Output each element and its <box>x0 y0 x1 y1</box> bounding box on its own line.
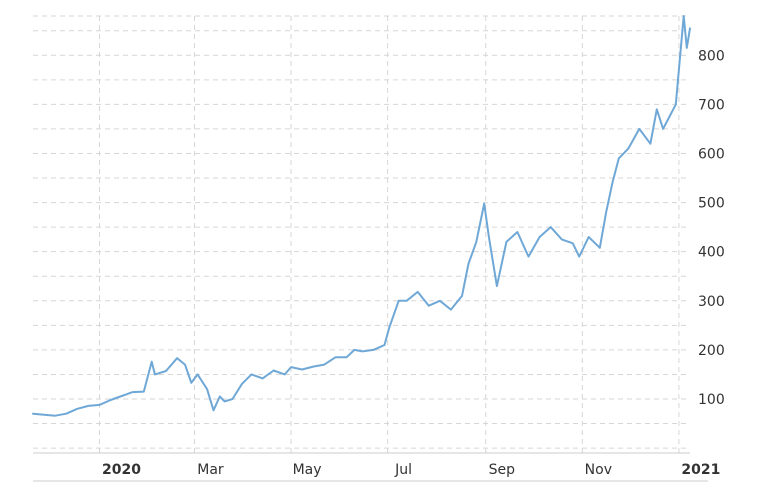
data-point <box>353 349 355 351</box>
y-tick-label: 100 <box>698 392 725 408</box>
data-point <box>439 300 441 302</box>
data-point <box>301 368 303 371</box>
data-point <box>649 143 652 145</box>
data-point <box>32 413 34 415</box>
data-point <box>561 238 563 241</box>
data-point <box>638 128 640 130</box>
data-point <box>323 364 325 366</box>
data-point <box>109 399 112 401</box>
data-point <box>261 377 264 379</box>
x-tick-label: Sep <box>489 462 516 478</box>
data-point <box>132 391 134 393</box>
data-point <box>176 357 178 359</box>
data-point <box>184 364 186 366</box>
data-point <box>190 382 192 384</box>
data-point <box>54 415 56 417</box>
data-point <box>165 370 167 372</box>
data-point <box>206 388 208 390</box>
data-point <box>539 236 541 238</box>
data-point <box>284 373 286 376</box>
data-point <box>383 344 386 346</box>
data-point <box>65 413 67 415</box>
data-point <box>488 236 490 238</box>
data-point <box>605 211 607 214</box>
y-tick-label: 300 <box>698 294 725 310</box>
data-point <box>618 157 620 159</box>
data-point <box>361 350 363 352</box>
data-point <box>516 231 519 233</box>
data-point <box>197 373 199 376</box>
data-point <box>250 373 253 376</box>
x-tick-label: Mar <box>197 462 224 478</box>
data-point <box>686 47 688 49</box>
data-point <box>241 383 243 385</box>
data-point <box>223 400 226 403</box>
data-point <box>675 103 677 105</box>
data-point <box>273 369 275 372</box>
data-point <box>121 395 123 397</box>
data-point <box>312 365 314 368</box>
x-tick-label: Jul <box>394 462 412 478</box>
data-point <box>689 27 691 29</box>
tick-labels: 100 200 300 400 500 600 700 800 2020 Mar May Jul Sep… <box>102 48 725 478</box>
data-point <box>450 309 452 311</box>
data-point <box>572 242 574 244</box>
data-point <box>467 263 469 265</box>
data-point <box>611 182 614 184</box>
data-point <box>372 349 374 351</box>
data-point <box>599 247 601 249</box>
data-point <box>334 356 336 358</box>
data-point <box>588 236 590 238</box>
data-point <box>212 409 215 411</box>
axes <box>33 452 708 482</box>
data-point <box>406 300 408 302</box>
data-point <box>388 327 390 329</box>
data-point <box>219 395 221 398</box>
y-tick-label: 700 <box>698 97 725 113</box>
y-tick-label: 600 <box>698 146 725 162</box>
data-point <box>231 398 234 400</box>
x-tick-label: 2020 <box>102 462 141 478</box>
data-point <box>578 255 580 258</box>
series-layer <box>32 15 691 417</box>
data-point <box>475 241 477 243</box>
data-point <box>345 356 348 358</box>
data-point <box>154 373 156 376</box>
data-point <box>656 108 658 110</box>
y-tick-label: 400 <box>698 245 725 261</box>
x-tick-label: Nov <box>585 462 612 478</box>
data-point <box>483 202 485 205</box>
x-tick-label: 2021 <box>681 462 720 478</box>
y-tick-label: 200 <box>698 343 725 359</box>
data-point <box>662 128 664 130</box>
data-point <box>428 305 430 307</box>
data-point <box>505 241 507 243</box>
y-tick-label: 500 <box>698 196 725 212</box>
data-point <box>683 15 685 17</box>
data-point <box>496 285 498 287</box>
data-point <box>87 405 90 407</box>
data-point <box>143 391 145 393</box>
y-tick-label: 800 <box>698 48 725 64</box>
data-point <box>290 366 292 368</box>
data-point <box>527 255 530 258</box>
data-point <box>627 147 629 150</box>
data-point <box>43 414 45 416</box>
data-point <box>398 300 400 302</box>
data-point <box>76 408 78 410</box>
data-point <box>550 226 552 228</box>
data-point <box>98 404 101 406</box>
data-point <box>151 361 153 363</box>
x-tick-label: May <box>293 462 322 478</box>
data-point <box>417 291 419 293</box>
data-point <box>461 295 463 297</box>
